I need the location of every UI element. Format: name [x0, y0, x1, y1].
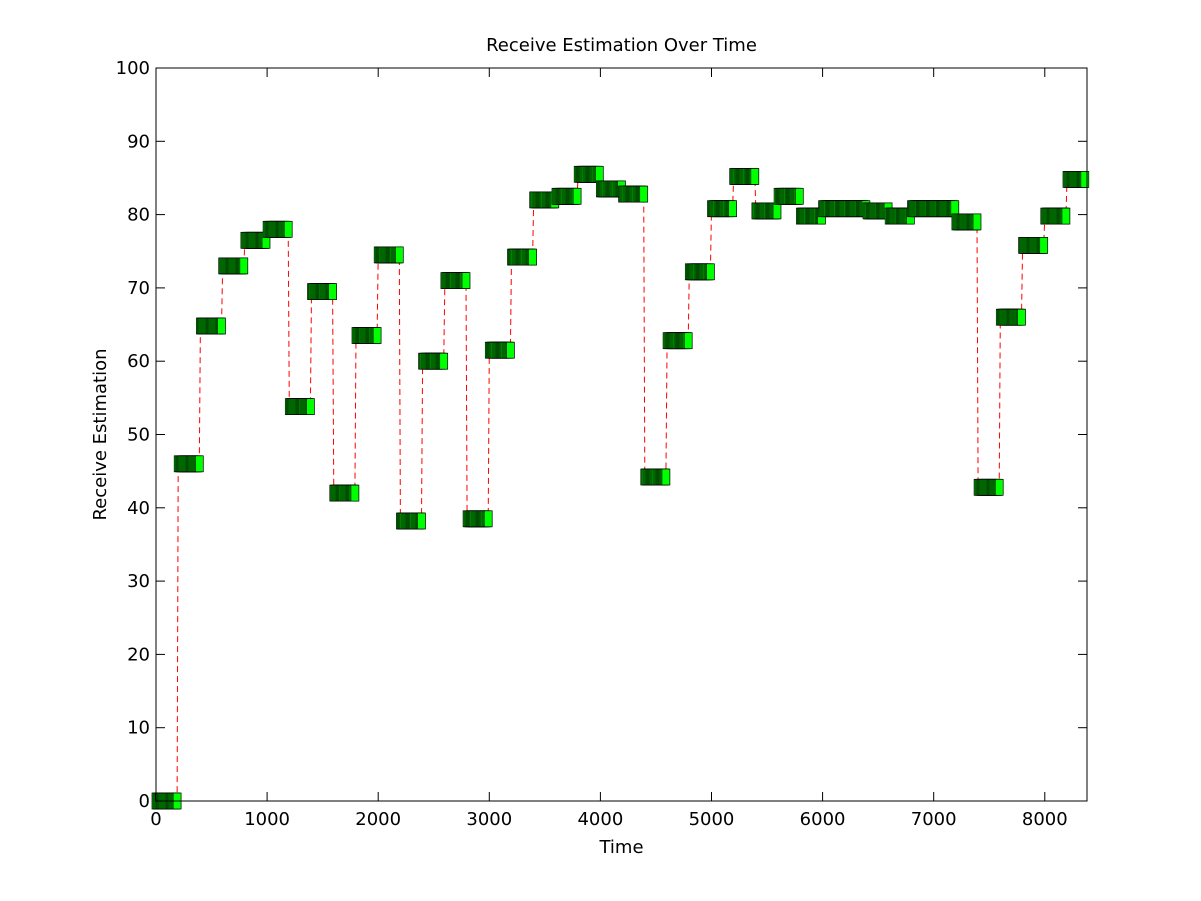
- data-point: [684, 333, 692, 349]
- data-point: [640, 186, 648, 202]
- data-point: [662, 469, 670, 485]
- data-point: [351, 485, 359, 501]
- data-point: [1081, 171, 1089, 187]
- data-point: [218, 318, 226, 334]
- x-tick-label: 2000: [355, 809, 401, 830]
- x-tick-label: 6000: [800, 809, 846, 830]
- data-point: [1062, 208, 1070, 224]
- data-point: [706, 264, 714, 280]
- y-tick-label: 30: [127, 571, 150, 592]
- chart-title: Receive Estimation Over Time: [486, 35, 757, 56]
- data-point: [729, 201, 737, 217]
- y-tick-label: 100: [116, 58, 150, 79]
- data-point: [284, 221, 292, 237]
- plot-area: [156, 68, 1087, 801]
- y-tick-label: 70: [127, 278, 150, 299]
- y-tick-label: 40: [127, 498, 150, 519]
- data-point: [240, 258, 248, 274]
- y-tick-label: 60: [127, 351, 150, 372]
- x-tick-label: 1000: [244, 809, 290, 830]
- x-tick-label: 3000: [466, 809, 512, 830]
- y-axis-label: Receive Estimation: [90, 348, 111, 520]
- data-point: [1040, 237, 1048, 253]
- y-tick-label: 10: [127, 718, 150, 739]
- data-point: [595, 166, 603, 182]
- data-point: [306, 399, 314, 415]
- data-point: [529, 249, 537, 265]
- x-axis-label: Time: [598, 837, 643, 858]
- data-point: [573, 188, 581, 204]
- data-point: [440, 353, 448, 369]
- data-point: [373, 328, 381, 344]
- x-tick-label: 5000: [689, 809, 735, 830]
- data-point: [995, 479, 1003, 495]
- y-tick-label: 20: [127, 644, 150, 665]
- data-point: [751, 169, 759, 185]
- data-point: [462, 273, 470, 289]
- data-point: [773, 203, 781, 219]
- y-tick-label: 90: [127, 131, 150, 152]
- data-point: [484, 511, 492, 527]
- x-tick-label: 8000: [1022, 809, 1068, 830]
- data-point: [973, 214, 981, 230]
- data-point: [395, 247, 403, 263]
- x-tick-label: 0: [150, 809, 161, 830]
- data-point: [795, 188, 803, 204]
- y-tick-label: 50: [127, 425, 150, 446]
- data-point: [1018, 309, 1026, 325]
- data-point: [418, 513, 426, 529]
- x-tick-label: 7000: [911, 809, 957, 830]
- data-point: [329, 284, 337, 300]
- data-point: [506, 342, 514, 358]
- data-point: [195, 456, 203, 472]
- y-tick-label: 0: [139, 791, 150, 812]
- x-tick-label: 4000: [577, 809, 623, 830]
- y-tick-label: 80: [127, 205, 150, 226]
